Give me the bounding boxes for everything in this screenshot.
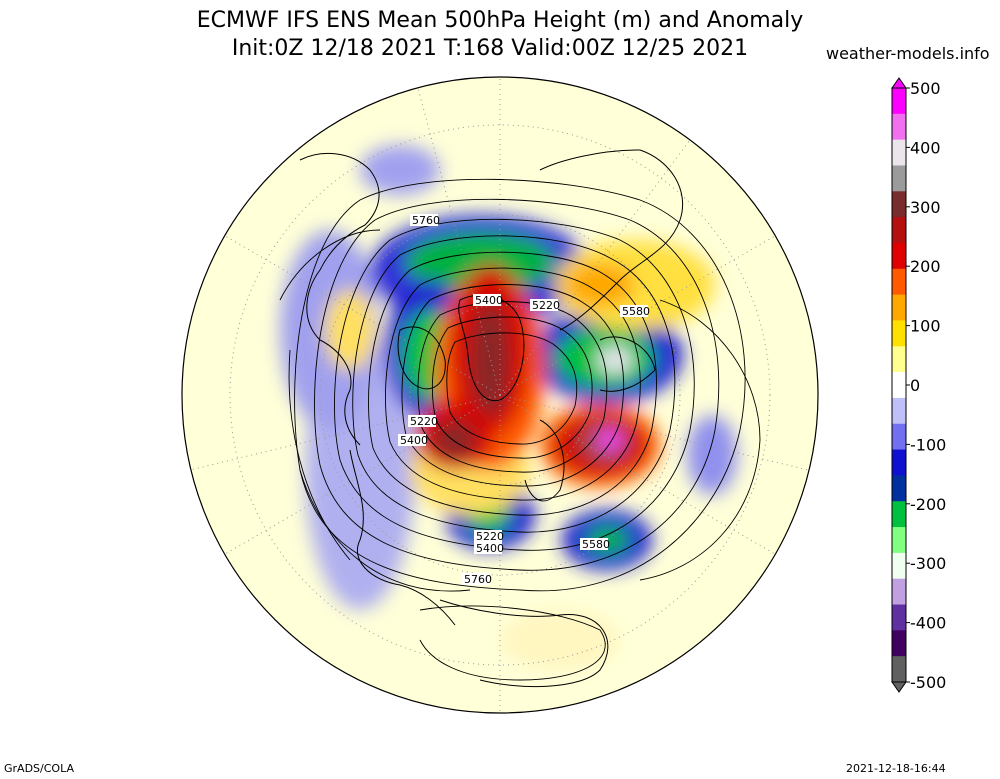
- colorbar-cell: [892, 423, 906, 451]
- colorbar-cell: [892, 242, 906, 270]
- contour-label-5580-bottom: 5580: [582, 538, 610, 551]
- colorbar-cell: [892, 552, 906, 580]
- colorbar-tick-label: -400: [910, 614, 946, 633]
- colorbar-tick-label: -100: [910, 435, 946, 454]
- map-title: ECMWF IFS ENS Mean 500hPa Height (m) and…: [196, 8, 804, 33]
- colorbar-cell: [892, 88, 906, 115]
- contour-label-5400-bottom: 5400: [476, 542, 504, 555]
- colorbar-cells: [891, 77, 907, 693]
- colorbar-cell: [892, 501, 906, 528]
- colorbar-tick-label: 0: [910, 376, 920, 395]
- colorbar-top-arrow: [891, 77, 907, 89]
- contour-label-5220-top: 5220: [532, 299, 560, 312]
- colorbar-tick-label: 200: [910, 257, 941, 276]
- contour-label-5220-left: 5220: [410, 415, 438, 428]
- colorbar-cell: [892, 139, 906, 166]
- colorbar-tick-label: 300: [910, 198, 941, 217]
- colorbar-tick-label: -300: [910, 554, 946, 573]
- colorbar-tick-label: 400: [910, 138, 941, 157]
- colorbar-cell: [892, 656, 906, 683]
- colorbar-cell: [892, 346, 906, 373]
- polar-map: 5760 5400 5220 5580 5220 5400 5220 5400 …: [181, 76, 819, 714]
- contour-label-5760-bottom: 5760: [464, 573, 492, 586]
- contour-label-5220-bottom: 5220: [476, 530, 504, 543]
- colorbar: 500 400 300 200 100 0 -100 -200 -300 -400 -500: [891, 77, 946, 693]
- colorbar-cell: [892, 113, 906, 141]
- colorbar-tick-label: -200: [910, 495, 946, 514]
- colorbar-cell: [892, 165, 906, 192]
- colorbar-cell: [892, 294, 906, 321]
- anomaly-field: [280, 145, 737, 670]
- footer-timestamp: 2021-12-18-16:44: [846, 762, 946, 775]
- colorbar-cell: [892, 604, 906, 631]
- colorbar-tick-label: 100: [910, 317, 941, 336]
- colorbar-cell: [892, 397, 906, 425]
- coastlines: [299, 149, 684, 688]
- credit-text: weather-models.info: [826, 44, 990, 63]
- lat-lon-grid: [189, 77, 809, 713]
- colorbar-cell: [892, 320, 906, 347]
- colorbar-tick-label: 500: [910, 79, 941, 98]
- map-border: [181, 76, 819, 714]
- colorbar-ticks: 500 400 300 200 100 0 -100 -200 -300 -400 -500: [906, 79, 946, 692]
- colorbar-cell: [892, 475, 906, 502]
- colorbar-cell: [892, 578, 906, 606]
- contour-label-5580-right: 5580: [622, 305, 650, 318]
- colorbar-cell: [892, 268, 906, 296]
- contour-labels: 5760 5400 5220 5580 5220 5400 5220 5400 …: [398, 214, 650, 586]
- colorbar-bottom-arrow: [891, 681, 907, 693]
- footer-software: GrADS/COLA: [4, 762, 74, 775]
- contour-label-5400-top: 5400: [475, 294, 503, 307]
- map-subtitle: Init:0Z 12/18 2021 T:168 Valid:00Z 12/25…: [231, 36, 749, 61]
- contour-label-5400-left: 5400: [400, 434, 428, 447]
- colorbar-cell: [892, 372, 906, 399]
- colorbar-cell: [892, 630, 906, 657]
- colorbar-cell: [892, 527, 906, 554]
- colorbar-cell: [892, 449, 906, 476]
- height-contours: [279, 178, 761, 681]
- colorbar-tick-label: -500: [910, 673, 946, 692]
- colorbar-cell: [892, 217, 906, 244]
- contour-label-5760-top: 5760: [412, 214, 440, 227]
- colorbar-cell: [892, 191, 906, 218]
